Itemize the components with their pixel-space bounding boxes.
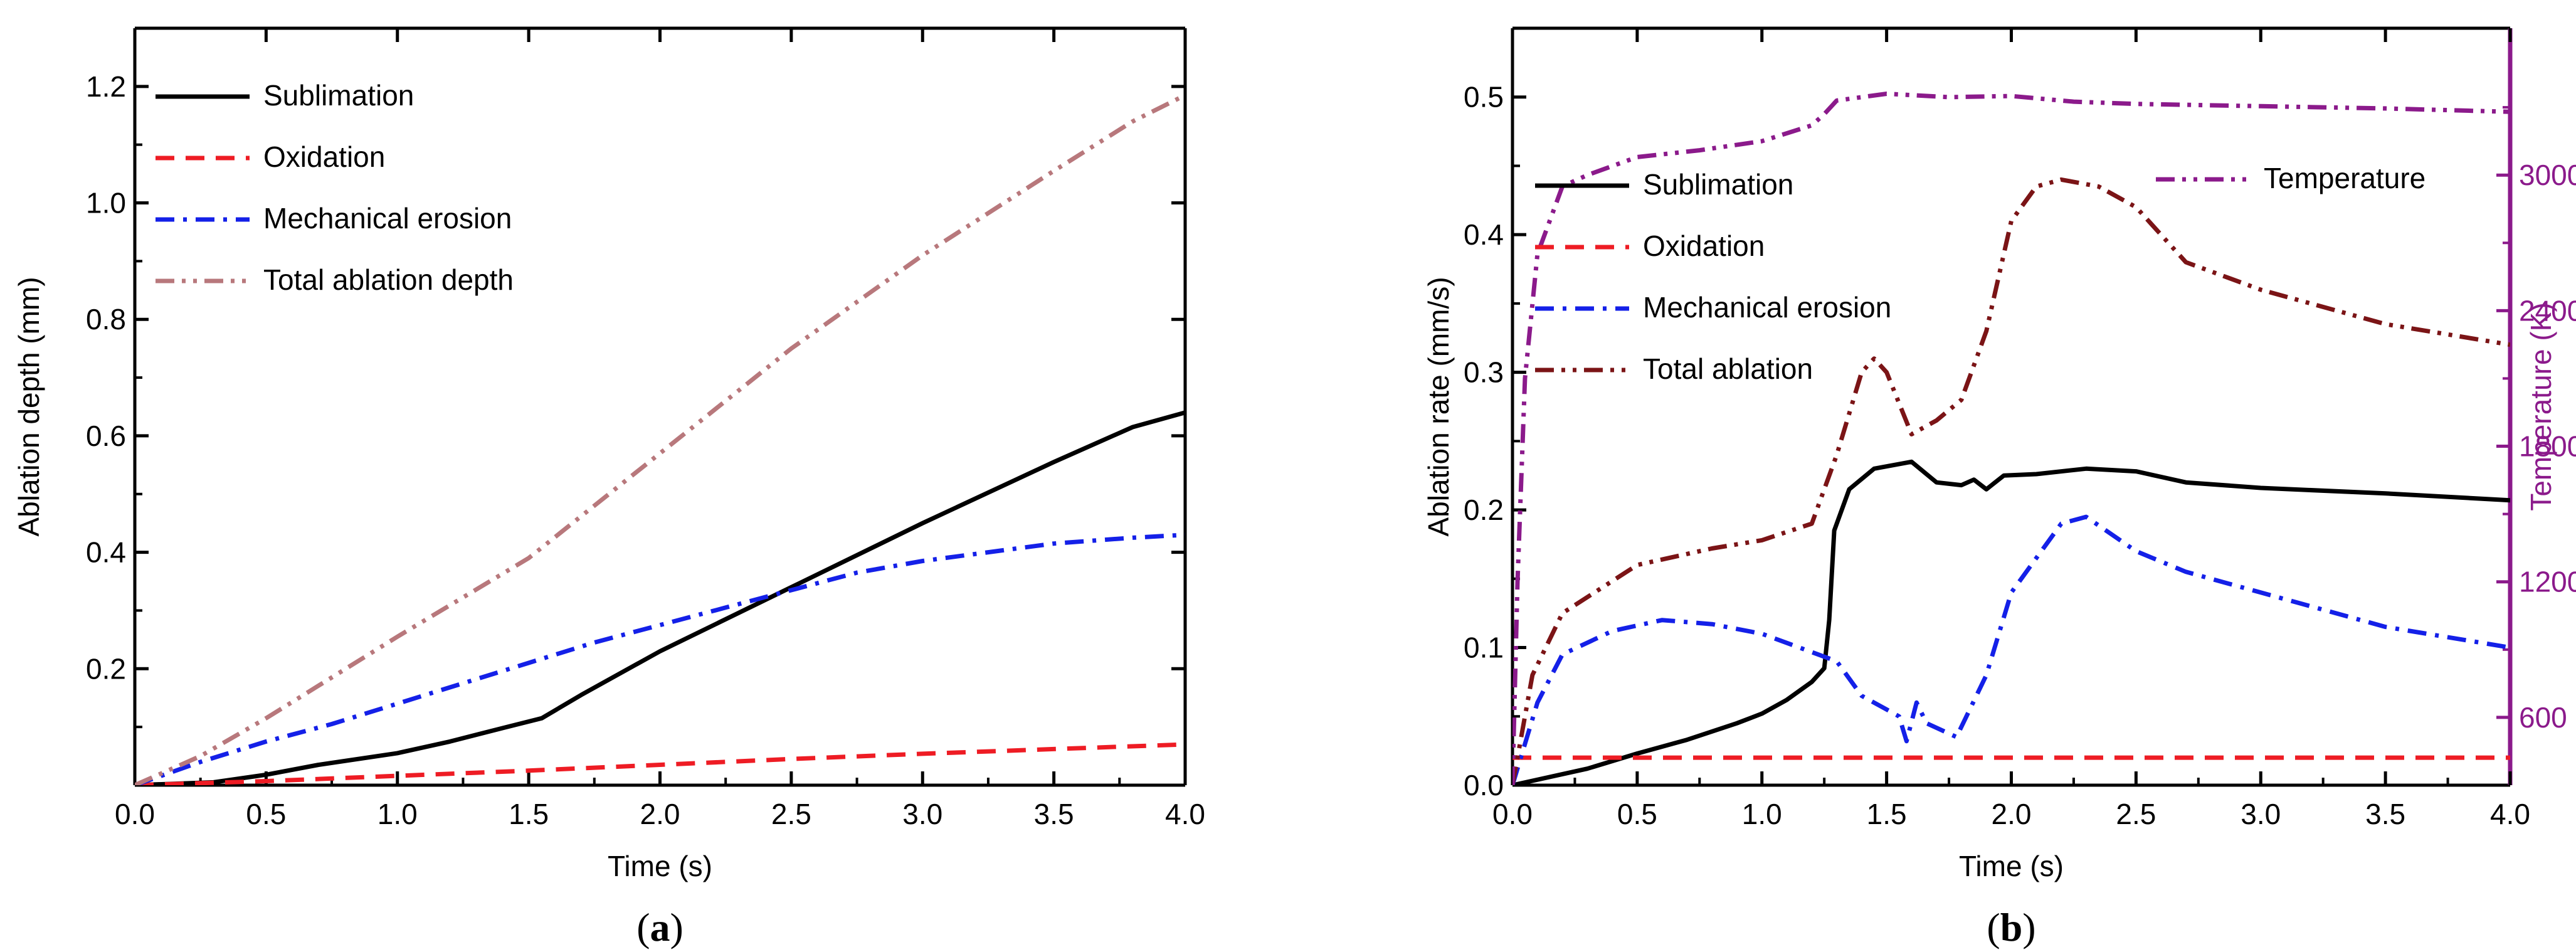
- y2-tick-label: 1800: [2519, 430, 2576, 463]
- series-line-total-ablation: [1512, 177, 2510, 785]
- y-tick-label: 0.2: [1464, 494, 1504, 526]
- x-tick-label: 4.0: [2490, 798, 2530, 830]
- series-line-sublimation: [135, 410, 1185, 785]
- series-line-sublimation: [1512, 459, 2510, 785]
- y-tick-label: 0.1: [1464, 632, 1504, 664]
- x-tick-label: 3.5: [2365, 798, 2405, 830]
- legend-label-oxidation: Oxidation: [263, 140, 385, 173]
- x-tick-label: 0.5: [1617, 798, 1657, 830]
- y-tick-label: 1.0: [86, 187, 126, 219]
- x-tick-label: 1.0: [1742, 798, 1782, 830]
- y-tick-label: 0.3: [1464, 356, 1504, 389]
- x-tick-label: 0.5: [246, 798, 286, 830]
- x-tick-label: 0.0: [115, 798, 155, 830]
- x-tick-label: 2.5: [771, 798, 811, 830]
- series-line-mechanical-erosion: [135, 532, 1185, 785]
- legend-label-sublimation: Sublimation: [1643, 168, 1793, 201]
- legend-label-mechanical-erosion: Mechanical erosion: [1643, 291, 1891, 324]
- legend-label-total-ablation: Total ablation: [1643, 352, 1813, 385]
- y-tick-label: 1.2: [86, 70, 126, 103]
- chart-panel-a: 0.0 0.5 1.0 1.5 2.0 2.5 3.0 3.5 4.0 0.2 0.4 0.6 0.8 1…: [13, 26, 1205, 949]
- y2-tick-label: 2400: [2519, 294, 2576, 327]
- x-tick-label: 3.0: [2241, 798, 2281, 830]
- panel-label: (a): [636, 905, 684, 949]
- y-tick-label: 0.0: [1464, 769, 1504, 801]
- chart-panel-b: 0.0 0.5 1.0 1.5 2.0 2.5 3.0 3.5 4.0 0.0 0.1 0.2 0.3 0…: [1422, 26, 2576, 949]
- y2-tick-label: 3000: [2519, 159, 2576, 191]
- x-tick-label: 4.0: [1165, 798, 1205, 830]
- y-tick-label: 0.4: [1464, 218, 1504, 251]
- series-line-total-ablation-depth: [135, 93, 1185, 785]
- x-tick-label: 2.0: [1992, 798, 2032, 830]
- y-tick-label: 0.6: [86, 420, 126, 452]
- y-tick-label: 0.8: [86, 303, 126, 336]
- y2-tick-label: 600: [2519, 701, 2567, 734]
- y2-tick-label: 1200: [2519, 566, 2576, 598]
- legend-label-sublimation: Sublimation: [263, 79, 414, 112]
- legend-label-temperature: Temperature: [2264, 162, 2426, 194]
- x-tick-label: 1.5: [509, 798, 549, 830]
- x-tick-label: 2.0: [640, 798, 680, 830]
- y-axis-label: Ablation rate (mm/s): [1422, 277, 1455, 536]
- x-tick-label: 3.5: [1034, 798, 1074, 830]
- y2-axis-label: Temperature (K): [2525, 302, 2557, 510]
- x-tick-label: 2.5: [2116, 798, 2156, 830]
- x-tick-label: 1.0: [377, 798, 418, 830]
- series-line-mechanical-erosion: [1512, 514, 2510, 785]
- panel-label: (b): [1987, 905, 2035, 949]
- x-tick-label: 3.0: [902, 798, 942, 830]
- x-tick-label: 0.0: [1492, 798, 1533, 830]
- y-tick-label: 0.5: [1464, 81, 1504, 114]
- legend-label-total-ablation-depth: Total ablation depth: [263, 263, 514, 296]
- legend-label-mechanical-erosion: Mechanical erosion: [263, 202, 512, 235]
- y-tick-label: 0.2: [86, 652, 126, 685]
- x-axis-label: Time (s): [608, 850, 712, 882]
- y-axis-label: Ablation depth (mm): [13, 277, 45, 536]
- x-axis-label: Time (s): [1959, 850, 2064, 882]
- series-line-temperature: [1512, 92, 2510, 785]
- y-tick-label: 0.4: [86, 536, 126, 569]
- legend-label-oxidation: Oxidation: [1643, 230, 1765, 262]
- x-tick-label: 1.5: [1867, 798, 1907, 830]
- series-line-oxidation: [135, 742, 1185, 785]
